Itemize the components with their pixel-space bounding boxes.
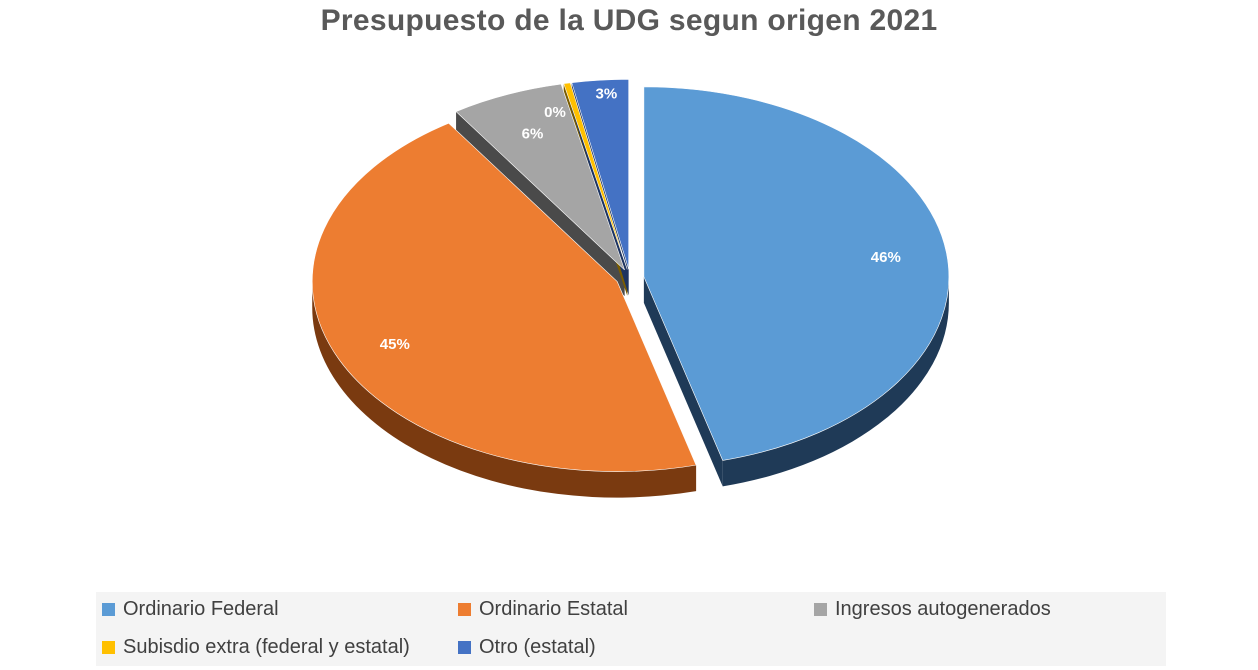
chart-legend: Ordinario Federal Ordinario Estatal Ingr… — [96, 592, 1166, 666]
legend-label: Subisdio extra (federal y estatal) — [123, 636, 410, 658]
legend-label: Ingresos autogenerados — [835, 598, 1051, 620]
slice-side-ordinario-federal-rim — [722, 276, 949, 487]
chart-title: Presupuesto de la UDG segun origen 2021 — [320, 4, 938, 37]
legend-swatch — [814, 603, 827, 616]
slice-ordinario-federal — [643, 86, 950, 461]
data-label: 6% — [522, 125, 544, 142]
legend-item-subsidio-extra: Subisdio extra (federal y estatal) — [102, 636, 410, 659]
legend-swatch — [102, 603, 115, 616]
legend-swatch — [458, 641, 471, 654]
data-label: 45% — [380, 336, 410, 353]
legend-label: Otro (estatal) — [479, 636, 596, 658]
data-label: 0% — [544, 104, 566, 121]
legend-item-ordinario-estatal: Ordinario Estatal — [458, 598, 628, 621]
legend-item-otro-estatal: Otro (estatal) — [458, 636, 596, 659]
pie-tops — [311, 79, 950, 472]
legend-swatch — [458, 603, 471, 616]
legend-item-ordinario-federal: Ordinario Federal — [102, 598, 279, 621]
slice-side-ordinario-federal-face — [643, 276, 723, 487]
slice-side-ordinario-estatal-rim — [312, 281, 697, 498]
pie-labels: 46% 45% 6%0% 3% — [380, 85, 901, 353]
legend-item-ingresos-autogenerados: Ingresos autogenerados — [814, 598, 1051, 621]
slice-ingresos-autogenerados — [455, 83, 625, 271]
data-label: 3% — [596, 85, 618, 102]
pie-chart: 46% 45% 6%0% 3% — [311, 79, 950, 498]
slice-ordinario-estatal — [311, 122, 697, 472]
legend-label: Ordinario Estatal — [479, 598, 628, 620]
data-label: 46% — [871, 249, 901, 266]
slice-otro-estatal — [571, 79, 629, 270]
slice-subisdio-extra-federal-y-estatal — [563, 82, 628, 270]
legend-swatch — [102, 641, 115, 654]
legend-label: Ordinario Federal — [123, 598, 279, 620]
